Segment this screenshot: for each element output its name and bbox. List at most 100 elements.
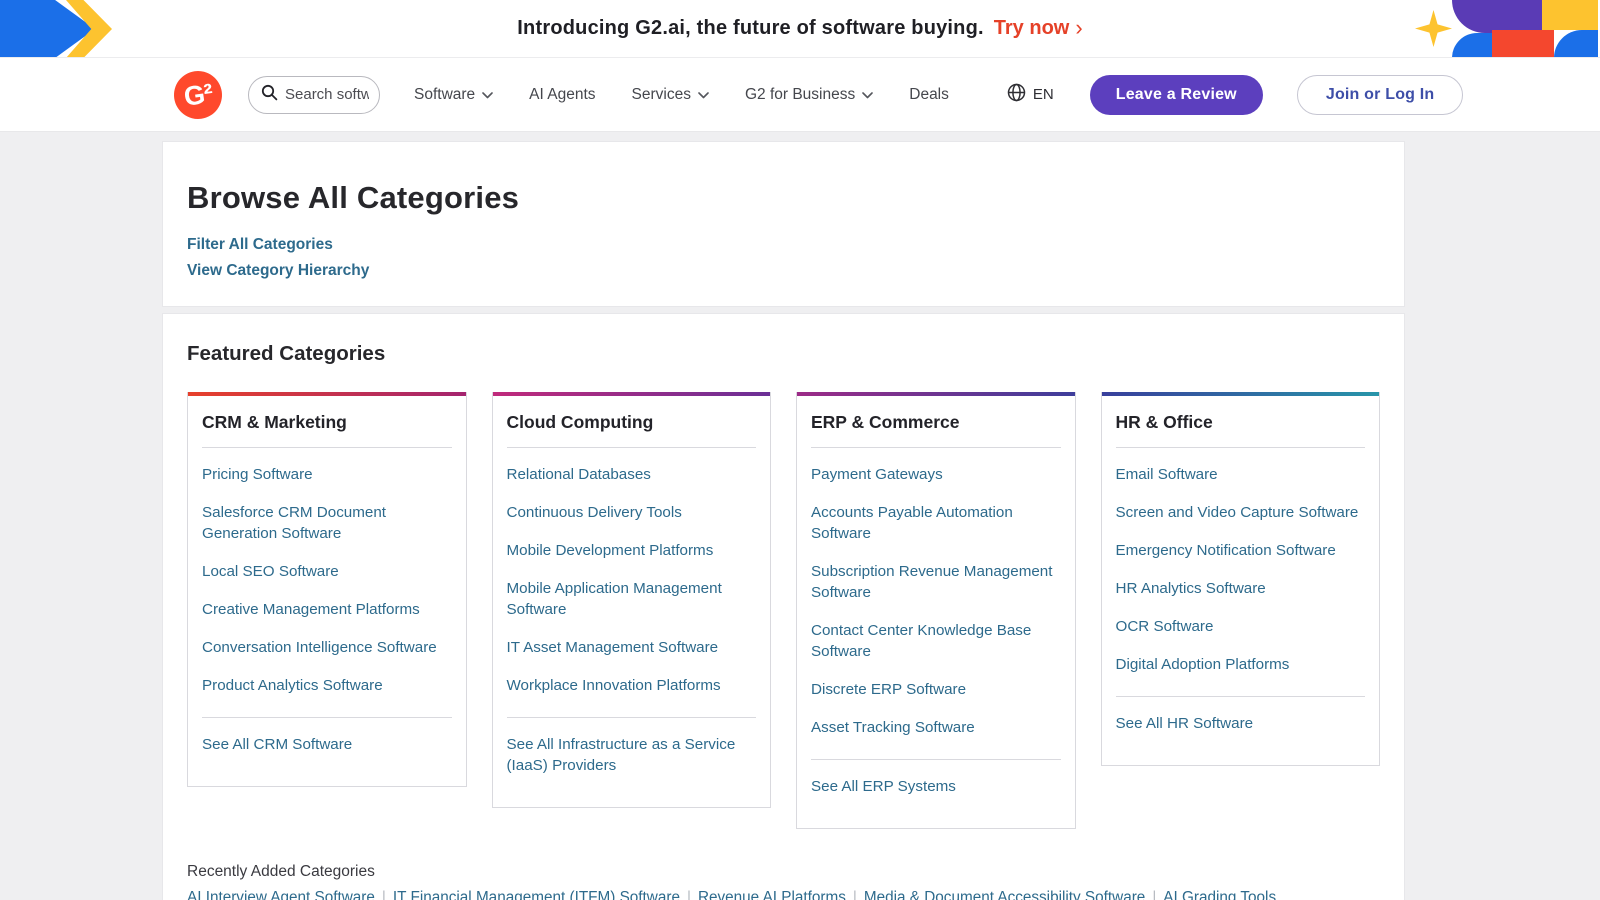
category-link[interactable]: IT Asset Management Software bbox=[506, 638, 719, 656]
site-header: G² Software AI Agents Services G2 for Busin… bbox=[0, 58, 1600, 132]
banner-sparkle-shape bbox=[1415, 10, 1452, 47]
card-title: Cloud Computing bbox=[506, 412, 756, 448]
category-card-3: ERP & Commerce Payment Gateways Accounts P… bbox=[796, 392, 1076, 829]
recent-category-link[interactable]: AI Interview Agent Software bbox=[187, 888, 375, 900]
banner-yellow-square-shape bbox=[1542, 0, 1598, 30]
card-body: Cloud Computing Relational Databases Conti… bbox=[493, 396, 771, 807]
category-link[interactable]: Product Analytics Software bbox=[202, 676, 383, 694]
recent-category-link[interactable]: AI Grading Tools Software bbox=[1163, 888, 1277, 900]
banner-blue-right-shape bbox=[1554, 30, 1598, 57]
see-all-link[interactable]: See All CRM Software bbox=[202, 735, 353, 753]
recent-category-link[interactable]: Media & Document Accessibility Software bbox=[863, 888, 1146, 900]
language-label: EN bbox=[1032, 86, 1054, 103]
chevron-down-icon bbox=[862, 86, 874, 104]
nav-item-software[interactable]: Software bbox=[414, 86, 493, 104]
banner-purple-shape bbox=[1452, 0, 1542, 33]
nav-item-label: G2 for Business bbox=[744, 85, 856, 103]
card-divider bbox=[1115, 695, 1365, 697]
nav-item-label: Services bbox=[631, 85, 691, 103]
category-link[interactable]: Conversation Intelligence Software bbox=[202, 638, 437, 656]
search-input[interactable] bbox=[285, 86, 369, 103]
link-separator: | bbox=[852, 888, 857, 900]
filter-all-categories-link[interactable]: Filter All Categories bbox=[187, 236, 333, 253]
promo-banner: Introducing G2.ai, the future of softwar… bbox=[0, 0, 1600, 58]
category-link[interactable]: Workplace Innovation Platforms bbox=[506, 676, 721, 694]
card-accent-bar bbox=[492, 392, 770, 396]
recently-added-title: Recently Added Categories bbox=[187, 862, 375, 880]
card-body: CRM & Marketing Pricing Software Salesforc… bbox=[188, 396, 466, 786]
banner-red-rect-shape bbox=[1492, 30, 1554, 57]
category-link[interactable]: HR Analytics Software bbox=[1115, 579, 1266, 597]
banner-try-now-label: Try now bbox=[993, 17, 1070, 39]
chevron-down-icon bbox=[482, 86, 493, 104]
featured-panel: Featured Categories CRM & Marketing Prici… bbox=[162, 313, 1405, 900]
category-link[interactable]: Payment Gateways bbox=[811, 466, 943, 483]
category-card-1: CRM & Marketing Pricing Software Salesforc… bbox=[187, 392, 467, 787]
nav-item-g2-for-business[interactable]: G2 for Business bbox=[744, 85, 874, 104]
category-link[interactable]: Subscription Revenue Management Software bbox=[811, 562, 1053, 601]
recently-added-section: Recently Added Categories AI Interview A… bbox=[187, 863, 1380, 900]
nav-item-deals[interactable]: Deals bbox=[909, 86, 949, 104]
category-link[interactable]: Continuous Delivery Tools bbox=[506, 503, 682, 521]
card-accent-bar bbox=[1101, 392, 1379, 396]
nav-item-services[interactable]: Services bbox=[632, 86, 709, 104]
link-separator: | bbox=[1152, 888, 1157, 900]
search-icon bbox=[261, 84, 278, 106]
category-card-2: Cloud Computing Relational Databases Conti… bbox=[491, 392, 771, 808]
language-selector[interactable]: EN bbox=[1007, 83, 1054, 106]
globe-icon bbox=[1007, 83, 1026, 106]
category-link[interactable]: Salesforce CRM Document Generation Softw… bbox=[202, 503, 387, 542]
chevron-right-icon: › bbox=[1075, 14, 1083, 40]
nav-item-ai-agents[interactable]: AI Agents bbox=[529, 86, 595, 104]
card-divider bbox=[506, 716, 756, 718]
see-all-link[interactable]: See All Infrastructure as a Service (Iaa… bbox=[506, 735, 736, 774]
category-link[interactable]: OCR Software bbox=[1115, 617, 1214, 635]
recent-category-link[interactable]: Revenue AI Platforms bbox=[697, 888, 846, 900]
link-separator: | bbox=[381, 888, 386, 900]
card-title: HR & Office bbox=[1115, 412, 1365, 448]
category-link[interactable]: Discrete ERP Software bbox=[811, 680, 967, 698]
category-link[interactable]: Digital Adoption Platforms bbox=[1115, 655, 1290, 673]
recently-added-links: AI Interview Agent Software | IT Financial… bbox=[187, 887, 1380, 900]
category-link[interactable]: Relational Databases bbox=[506, 466, 651, 483]
category-link[interactable]: Contact Center Knowledge Base Software bbox=[811, 621, 1032, 660]
category-card-4: HR & Office Email Software Screen and Vide… bbox=[1100, 392, 1380, 766]
category-link[interactable]: Mobile Application Management Software bbox=[506, 579, 722, 618]
category-link[interactable]: Screen and Video Capture Software bbox=[1115, 503, 1359, 521]
browse-panel: Browse All Categories Filter All Categor… bbox=[162, 141, 1405, 307]
featured-cards: CRM & Marketing Pricing Software Salesforc… bbox=[187, 392, 1380, 829]
category-link[interactable]: Mobile Development Platforms bbox=[506, 541, 714, 559]
join-login-button[interactable]: Join or Log In bbox=[1296, 74, 1464, 115]
banner-text: Introducing G2.ai, the future of softwar… bbox=[517, 17, 984, 39]
search-box[interactable] bbox=[248, 75, 380, 114]
card-body: HR & Office Email Software Screen and Vide… bbox=[1102, 396, 1380, 765]
card-accent-bar bbox=[188, 392, 466, 396]
category-link[interactable]: Accounts Payable Automation Software bbox=[811, 503, 1013, 542]
category-link[interactable]: Local SEO Software bbox=[202, 562, 339, 580]
nav-item-label: AI Agents bbox=[529, 85, 596, 103]
leave-review-button[interactable]: Leave a Review bbox=[1089, 74, 1263, 115]
category-link[interactable]: Emergency Notification Software bbox=[1115, 541, 1336, 559]
main-nav: Software AI Agents Services G2 for Business… bbox=[414, 86, 949, 104]
see-all-link[interactable]: See All HR Software bbox=[1115, 714, 1254, 732]
chevron-down-icon bbox=[698, 86, 709, 104]
view-category-hierarchy-link[interactable]: View Category Hierarchy bbox=[187, 262, 370, 279]
card-title: ERP & Commerce bbox=[811, 412, 1061, 448]
page-content: Browse All Categories Filter All Categor… bbox=[162, 141, 1405, 900]
card-divider bbox=[202, 716, 452, 718]
card-body: ERP & Commerce Payment Gateways Accounts P… bbox=[797, 396, 1075, 828]
see-all-link[interactable]: See All ERP Systems bbox=[811, 777, 956, 795]
nav-item-label: Deals bbox=[909, 85, 949, 103]
card-divider bbox=[811, 758, 1061, 760]
featured-categories-title: Featured Categories bbox=[187, 342, 386, 365]
card-accent-bar bbox=[797, 392, 1075, 396]
banner-try-now-link[interactable]: Try now › bbox=[993, 14, 1083, 40]
category-link[interactable]: Email Software bbox=[1115, 466, 1218, 483]
g2-logo[interactable]: G² bbox=[170, 67, 226, 122]
banner-blue-quarter-shape bbox=[1452, 33, 1492, 57]
category-link[interactable]: Pricing Software bbox=[202, 466, 313, 483]
nav-item-label: Software bbox=[414, 85, 476, 103]
category-link[interactable]: Creative Management Platforms bbox=[202, 600, 420, 618]
recent-category-link[interactable]: IT Financial Management (ITFM) Software bbox=[392, 888, 680, 900]
category-link[interactable]: Asset Tracking Software bbox=[811, 718, 975, 736]
